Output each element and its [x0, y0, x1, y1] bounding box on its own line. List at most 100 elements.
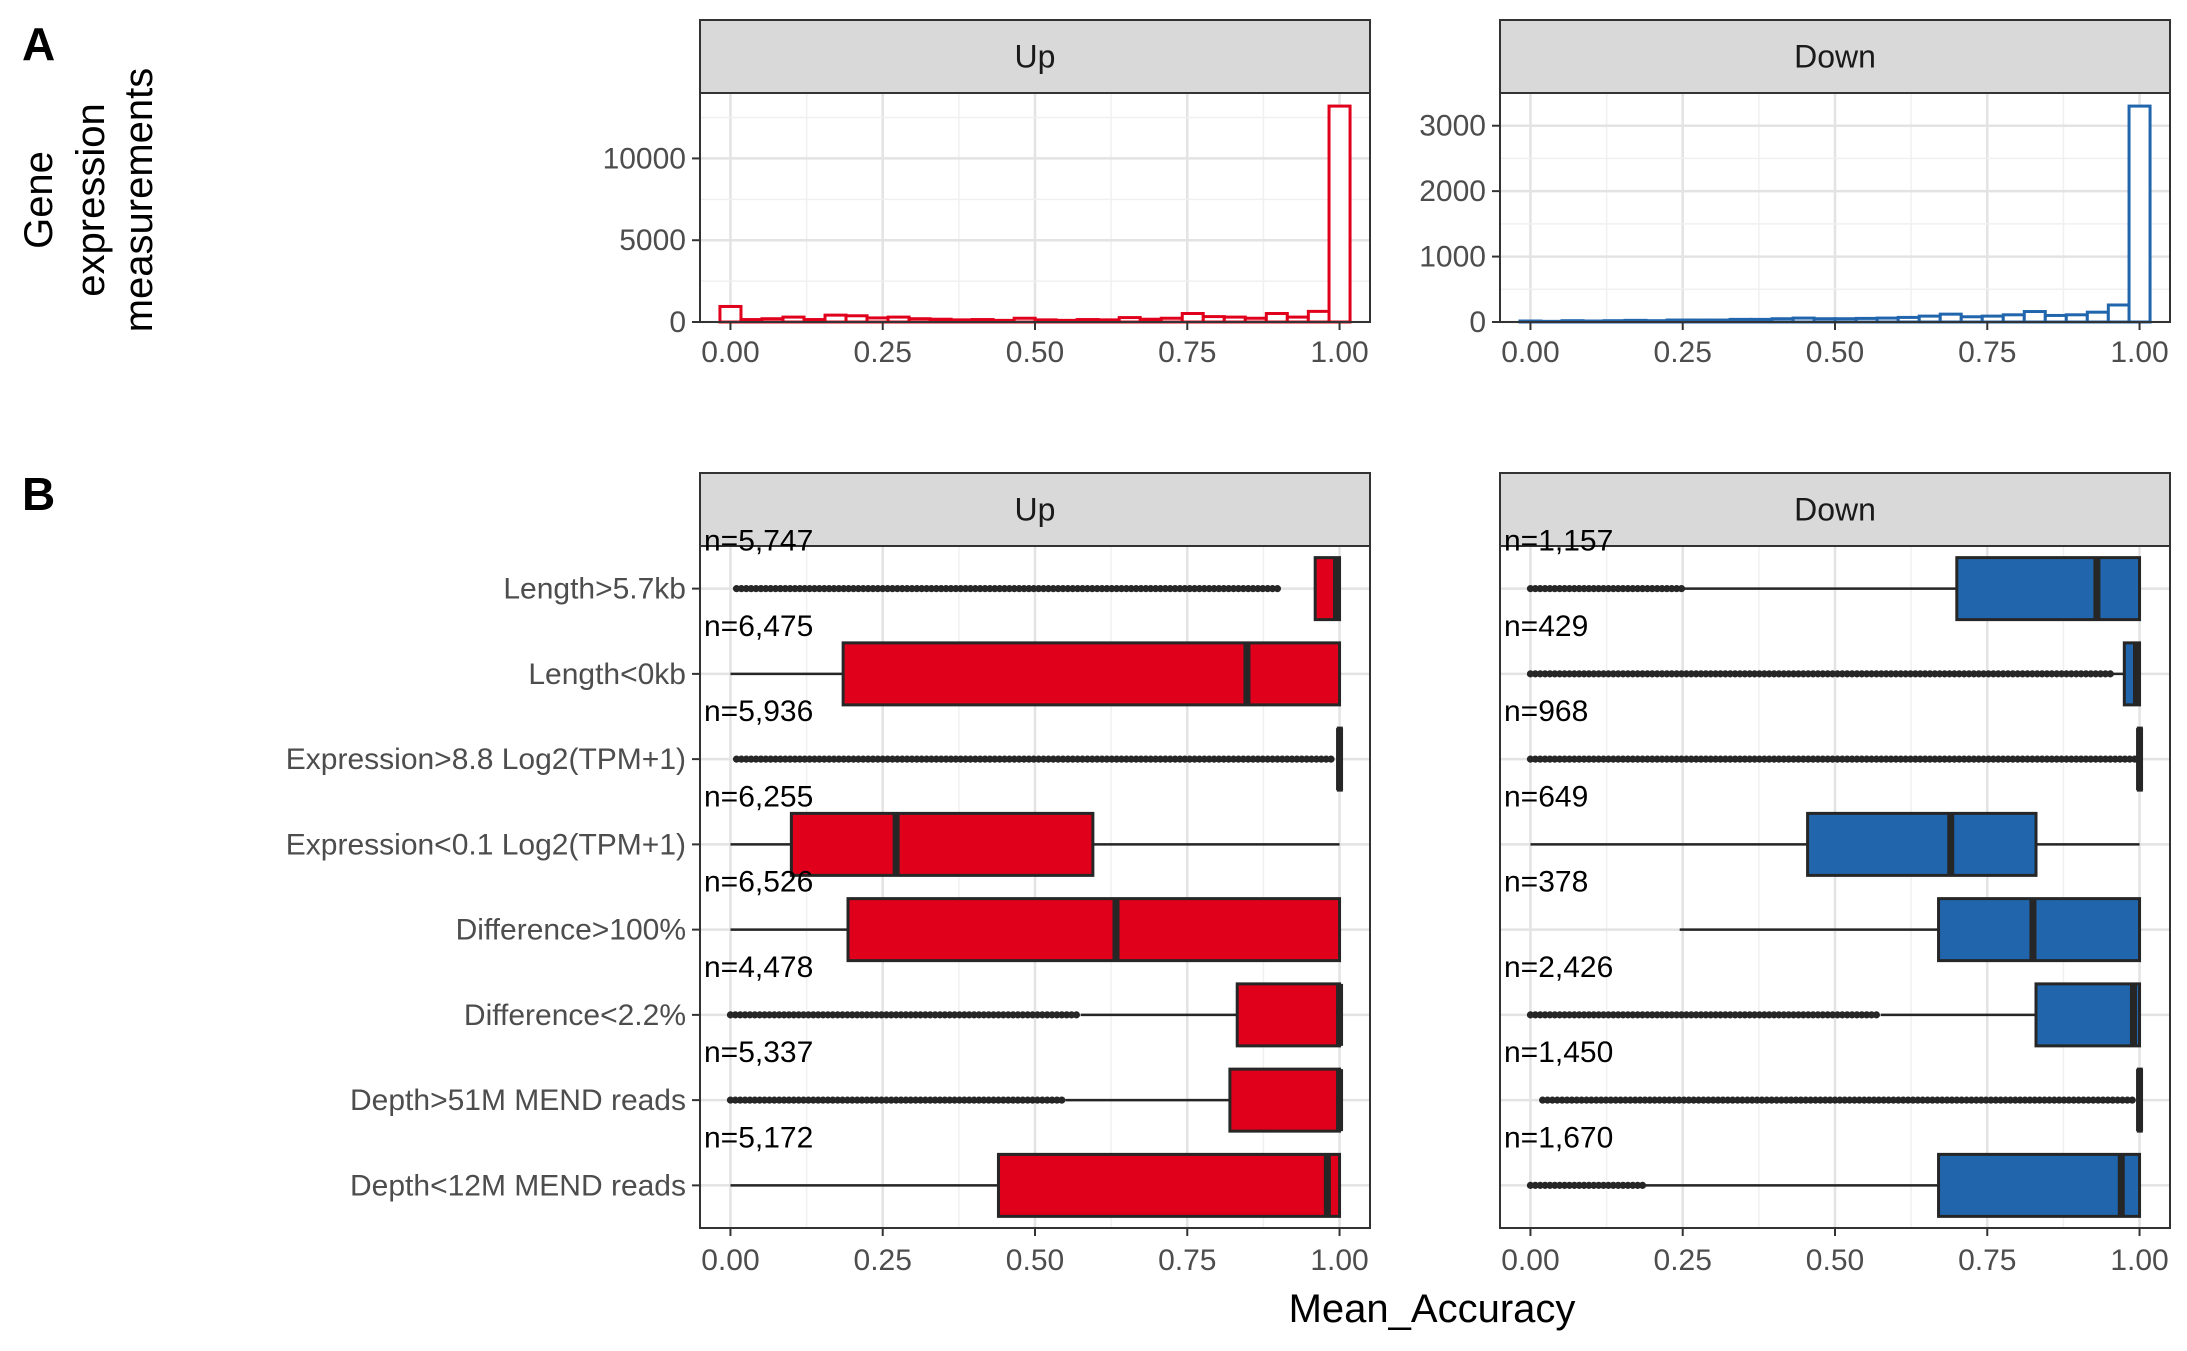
y-axis-title-a-line-2: expression — [69, 103, 113, 296]
sample-size-label-b-up: n=6,255 — [704, 780, 813, 813]
y-axis-title-a-line-3: measurements — [117, 68, 161, 333]
outlier-point-b-down — [2106, 670, 2114, 678]
box-iqr-b-up — [841, 641, 1342, 707]
x-tick-label-b-up: 0.75 — [1158, 1244, 1216, 1277]
box-iqr-b-up — [789, 811, 1095, 877]
x-tick-label-b-down: 0.75 — [1958, 1244, 2016, 1277]
category-label: Expression>8.8 Log2(TPM+1) — [286, 743, 686, 776]
y-tick-label-a-up: 0 — [669, 306, 686, 339]
category-label: Length>5.7kb — [503, 573, 686, 606]
x-tick-label-a-up: 0.75 — [1158, 336, 1216, 369]
histogram-bar-a-up — [1180, 311, 1205, 324]
sample-size-label-b-up: n=5,747 — [704, 525, 813, 558]
sample-size-label-b-up: n=5,172 — [704, 1121, 813, 1154]
sample-size-label-b-down: n=649 — [1504, 780, 1588, 813]
x-tick-label-a-down: 1.00 — [2110, 336, 2168, 369]
x-tick-label-b-down: 1.00 — [2110, 1244, 2168, 1277]
box-iqr-b-down — [2034, 982, 2142, 1048]
histogram-bar-a-down — [2064, 313, 2089, 324]
outlier-point-b-up — [1058, 1096, 1066, 1104]
box-iqr-b-down — [1955, 556, 2142, 622]
histogram-bar-a-down — [2001, 313, 2026, 324]
sample-size-label-b-down: n=429 — [1504, 610, 1588, 643]
outlier-point-b-down — [1638, 1181, 1647, 1189]
x-tick-label-a-down: 0.25 — [1654, 336, 1712, 369]
outlier-point-b-up — [1072, 1011, 1081, 1019]
outlier-point-b-down — [1872, 1011, 1881, 1019]
sample-size-label-b-up: n=4,478 — [704, 951, 813, 984]
facet-strip-b-down — [1499, 472, 2171, 547]
x-tick-label-b-up: 0.00 — [701, 1244, 759, 1277]
histogram-bar-a-up — [718, 304, 743, 324]
facet-strip-a-up — [699, 19, 1371, 94]
histogram-bar-a-up — [1327, 104, 1352, 324]
category-label: Difference>100% — [456, 914, 686, 947]
sample-size-label-b-down: n=1,450 — [1504, 1036, 1613, 1069]
y-tick-label-a-up: 5000 — [619, 224, 686, 257]
histogram-bar-a-up — [1306, 309, 1331, 324]
sample-size-label-b-up: n=6,475 — [704, 610, 813, 643]
x-tick-label-a-down: 0.75 — [1958, 336, 2016, 369]
y-tick-label-a-down: 1000 — [1419, 241, 1486, 274]
x-tick-label-b-down: 0.00 — [1501, 1244, 1559, 1277]
facet-label-a-down: Down — [1794, 39, 1876, 75]
histogram-bar-a-up — [823, 313, 848, 324]
histogram-bar-a-up — [1264, 311, 1289, 324]
facet-strip-b-up — [699, 472, 1371, 547]
box-iqr-b-up — [1228, 1067, 1342, 1133]
sample-size-label-b-down: n=968 — [1504, 695, 1588, 728]
outlier-point-b-down — [2128, 1096, 2136, 1104]
histogram-bar-a-down — [2085, 310, 2110, 324]
sample-size-label-b-up: n=5,936 — [704, 695, 813, 728]
box-iqr-b-up — [996, 1152, 1342, 1218]
x-tick-label-a-up: 0.25 — [854, 336, 912, 369]
facet-label-b-down: Down — [1794, 492, 1876, 528]
y-tick-label-a-up: 10000 — [603, 142, 686, 175]
outlier-point-b-up — [1327, 755, 1335, 763]
box-iqr-b-down — [1937, 1152, 2142, 1218]
sample-size-label-b-down: n=2,426 — [1504, 951, 1613, 984]
sample-size-label-b-down: n=378 — [1504, 866, 1588, 899]
outlier-point-b-down — [1677, 585, 1686, 593]
y-tick-label-a-down: 2000 — [1419, 175, 1486, 208]
x-tick-label-b-up: 0.50 — [1006, 1244, 1064, 1277]
facet-label-b-up: Up — [1015, 492, 1056, 528]
sample-size-label-b-up: n=6,526 — [704, 866, 813, 899]
histogram-bar-a-down — [2127, 104, 2152, 324]
x-tick-label-a-up: 0.50 — [1006, 336, 1064, 369]
histogram-bar-a-down — [1938, 312, 1963, 324]
panel-label-b: B — [22, 468, 55, 520]
y-axis-title-a-line-1: Gene — [17, 151, 61, 249]
outlier-point-b-up — [1273, 585, 1282, 593]
facet-strip-a-down — [1499, 19, 2171, 94]
box-iqr-b-down — [1806, 811, 2038, 877]
category-label: Depth>51M MEND reads — [350, 1084, 686, 1117]
sample-size-label-b-down: n=1,670 — [1504, 1121, 1613, 1154]
y-tick-label-a-down: 0 — [1469, 306, 1486, 339]
x-tick-label-b-down: 0.25 — [1654, 1244, 1712, 1277]
box-iqr-b-up — [846, 897, 1342, 963]
x-axis-title-b: Mean_Accuracy — [1289, 1287, 1576, 1331]
category-label: Length<0kb — [528, 658, 686, 691]
histogram-bar-a-down — [2022, 310, 2047, 324]
frames-layer — [692, 19, 2171, 1236]
sample-size-label-b-down: n=1,157 — [1504, 525, 1613, 558]
x-tick-label-a-down: 0.00 — [1501, 336, 1559, 369]
histogram-bar-a-down — [2106, 303, 2131, 324]
x-tick-label-b-up: 1.00 — [1310, 1244, 1368, 1277]
panel-label-a: A — [22, 18, 55, 70]
sample-size-label-b-up: n=5,337 — [704, 1036, 813, 1069]
x-tick-label-b-down: 0.50 — [1806, 1244, 1864, 1277]
box-iqr-b-up — [1235, 982, 1342, 1048]
x-tick-label-b-up: 0.25 — [854, 1244, 912, 1277]
facet-label-a-up: Up — [1015, 39, 1056, 75]
x-tick-label-a-down: 0.50 — [1806, 336, 1864, 369]
x-tick-label-a-up: 1.00 — [1310, 336, 1368, 369]
category-label: Expression<0.1 Log2(TPM+1) — [286, 828, 686, 861]
box-iqr-b-down — [1937, 897, 2142, 963]
text-layer: A B Mean_Accuracy Gene expression measur… — [17, 18, 2169, 1331]
category-label: Difference<2.2% — [464, 999, 686, 1032]
y-tick-label-a-down: 3000 — [1419, 110, 1486, 143]
x-tick-label-a-up: 0.00 — [701, 336, 759, 369]
